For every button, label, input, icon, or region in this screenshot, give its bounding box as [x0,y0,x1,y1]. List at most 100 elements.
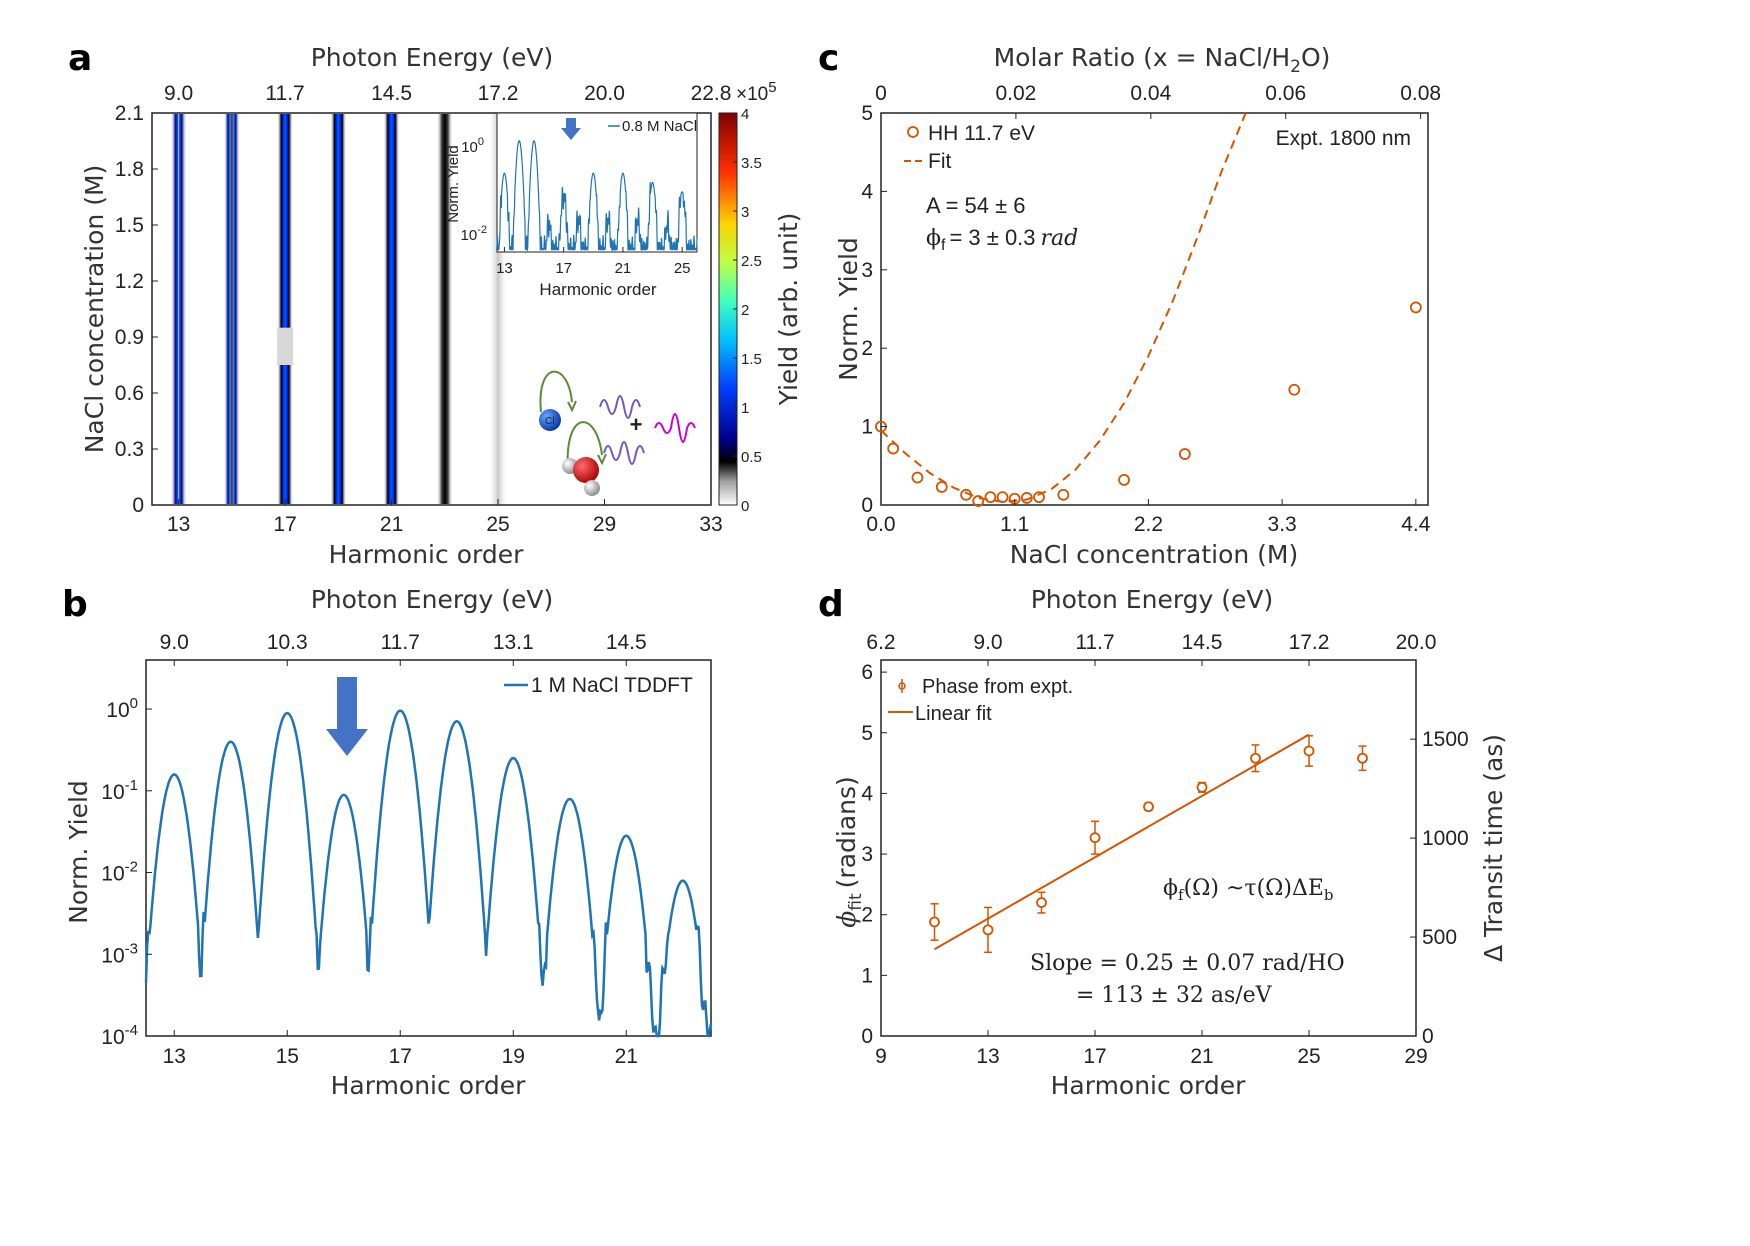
top-tick-label: 0.08 [1400,82,1441,105]
data-point [911,471,924,484]
panel-d-y-ticks: 0 1 2 3 4 5 6 [861,661,887,1048]
colorbar-tick-label: 1.5 [741,351,762,368]
panel-b-y-axis-title: Norm. Yield [64,780,93,924]
top-tick-label: 10.3 [267,631,308,654]
top-tick-label: 11.7 [1075,631,1114,654]
inset-x-axis-title: Harmonic order [539,280,656,299]
y-tick-label: 1.2 [115,270,144,293]
y-tick-label: 4 [861,180,873,203]
x-tick-label: 2.2 [1134,513,1163,536]
colorbar-tick-label: 0 [741,498,749,515]
top-tick-label: 22.8 [691,82,732,105]
trajectory-arrow-icon [567,400,577,413]
panel-c-points [875,301,1422,507]
y-tick-label: 10-4 [101,1022,138,1049]
panel-b-plot-frame [145,659,712,1037]
y-tick-label: 3 [861,843,873,866]
top-tick-label: 9.0 [164,82,193,105]
inset-ytick-bottom: 10-2 [461,224,487,244]
x-tick-label: 29 [1404,1045,1427,1068]
panel-c-y-ticks: 0 1 2 3 4 5 [861,102,887,517]
y2-tick-label: 0 [1422,1025,1434,1048]
x-tick-label: 33 [699,513,722,536]
heatmap-column-13 [170,114,187,504]
x-tick-label: 25 [486,513,509,536]
heatmap-column-23 [436,114,453,504]
panel-letter-b: b [62,584,88,625]
data-point [972,495,985,507]
inset-x-tick-label: 13 [496,260,513,277]
inset-ytick-top: 100 [461,136,484,156]
x-tick-label: 29 [593,513,616,536]
panel-c-legend-marker [907,126,919,138]
colorbar-exponent: ×105 [736,79,777,105]
panel-d-formula: ϕf(Ω) ~τ(Ω)ΔEb [1163,876,1334,904]
top-tick-label: 0.02 [995,82,1036,105]
panel-c-plot-frame [880,112,1429,506]
data-point [996,491,1009,504]
hydrogen-atom-icon [584,480,600,496]
panel-b-top-axis-title: Photon Energy (eV) [311,585,554,614]
data-point [1409,301,1422,314]
data-point [1303,745,1315,757]
top-tick-label: 14.5 [1182,631,1223,654]
panel-d-x-axis-title: Harmonic order [1051,1071,1246,1100]
inset-x-tick-label: 25 [674,260,691,277]
colorbar-tick-label: 4 [741,106,749,123]
panel-b: b Photon Energy (eV) 9.0 10.3 11.7 13.1 14.5… [62,584,713,1100]
x-tick-label: 21 [380,513,403,536]
oxygen-atom-icon [573,457,599,483]
x-tick-label: 13 [163,1045,186,1068]
colorbar-tick-label: 3 [741,204,749,221]
top-tick-label: 17.2 [1289,631,1330,654]
panel-c-top-axis-title: Molar Ratio (x = NaCl/H2O) [994,43,1331,77]
panel-a-top-ticks: 9.0 11.7 14.5 17.2 20.0 22.8 [164,82,731,119]
panel-d-y2-axis-title: Δ Transit time (as) [1479,734,1508,962]
panel-a-x-axis-title: Harmonic order [329,540,524,569]
y-tick-label: 1.8 [115,158,144,181]
colorbar-label: Yield (arb. unit) [774,213,803,407]
y2-tick-label: 1000 [1422,827,1469,850]
y-tick-label: 0.6 [115,382,144,405]
panel-d-slope-line1: Slope = 0.25 ± 0.07 rad/HO [1030,951,1345,976]
data-point [1020,492,1033,504]
panel-d-top-ticks: 6.2 9.0 11.7 14.5 17.2 20.0 [866,631,1436,666]
panel-b-series-line [144,709,713,1038]
panel-a-schematic: Cl- + [539,370,696,496]
electron-trajectory-ion [539,370,573,413]
panel-b-legend-label: 1 M NaCl TDDFT [531,674,693,697]
panel-letter-c: c [818,38,839,79]
inset-spectrum-line [496,140,698,252]
panel-c-fit-curve [880,112,1247,503]
panel-a-inset: 0.8 M NaCl 13 17 21 25 100 10-2 Norm. Yield… [445,112,698,299]
chloride-ion-icon [539,409,561,431]
panel-d-y-axis-title: ϕfit(radians) [832,776,866,928]
panel-d-plot-frame [880,659,1417,1037]
x-tick-label: 17 [1083,1045,1106,1068]
colorbar-tick-label: 0.5 [741,449,762,466]
panel-d-legend-marker [898,682,906,690]
y2-tick-label: 1500 [1422,728,1469,751]
panel-a-colorbar: 0 0.5 1 1.5 2 2.5 3 3.5 4 ×105 Yield (arb. unit) [718,79,803,515]
x-tick-label: 25 [1297,1045,1320,1068]
y-tick-label: 4 [861,782,873,805]
chloride-ion-label: Cl- [545,415,557,427]
x-tick-label: 9 [875,1045,887,1068]
panel-a-heatmap-columns [170,114,509,504]
panel-letter-d: d [818,584,844,625]
panel-c-top-ticks: 0 0.02 0.04 0.06 0.08 [875,82,1441,119]
data-point [929,916,940,928]
y-tick-label: 100 [106,695,138,722]
y-tick-label: 5 [861,102,873,125]
top-tick-label: 9.0 [160,631,189,654]
data-point [960,488,972,501]
colorbar-tick-label: 1 [741,400,749,417]
top-tick-label: 20.0 [584,82,625,105]
y-tick-label: 0 [861,1025,873,1048]
panel-c-x-axis-title: NaCl concentration (M) [1010,540,1299,569]
wave-packet-icon [599,395,641,419]
colorbar-ticks: 0 0.5 1 1.5 2 2.5 3 3.5 4 [733,106,762,515]
top-tick-label: 6.2 [866,631,895,654]
y-tick-label: 2 [861,337,873,360]
y-tick-label: 10-3 [101,940,138,967]
